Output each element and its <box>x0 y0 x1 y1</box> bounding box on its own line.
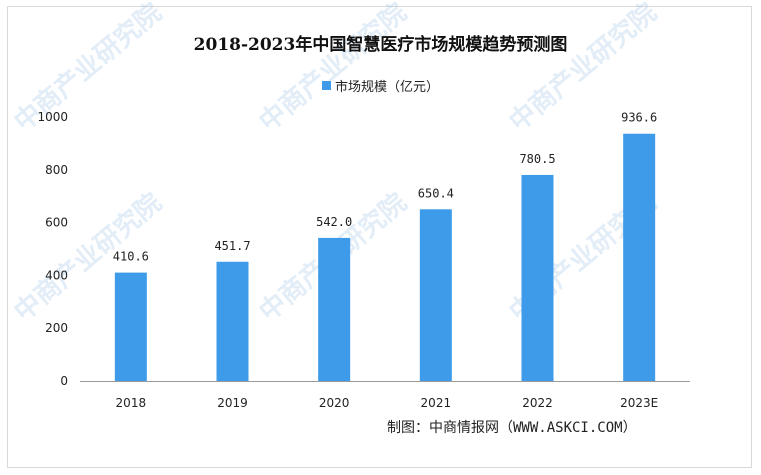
bar <box>114 272 147 381</box>
y-tick-label: 0 <box>60 374 68 388</box>
bar <box>521 174 554 381</box>
y-tick-label: 200 <box>45 321 68 335</box>
data-label: 451.7 <box>214 239 250 253</box>
bar <box>623 133 656 381</box>
x-tick-label: 2021 <box>421 396 452 410</box>
y-tick-label: 800 <box>45 163 68 177</box>
legend-label: 市场规模（亿元） <box>334 80 439 95</box>
y-tick-label: 400 <box>45 268 68 282</box>
chart-legend: 市场规模（亿元） <box>0 76 761 95</box>
bar <box>318 237 351 381</box>
bar <box>419 209 452 381</box>
data-labels: 410.6 451.7 542.0 650.4 780.5 936.6 <box>113 111 657 264</box>
data-label: 410.6 <box>113 250 149 264</box>
data-label: 650.4 <box>418 186 454 200</box>
x-tick-label: 2020 <box>319 396 350 410</box>
x-tick-label: 2019 <box>217 396 248 410</box>
bar <box>216 261 249 381</box>
x-axis: 2018 2019 2020 2021 2022 2023E <box>116 396 659 410</box>
y-tick-label: 600 <box>45 216 68 230</box>
x-tick-label: 2022 <box>522 396 553 410</box>
data-label: 542.0 <box>316 215 352 229</box>
source-note: 制图：中商情报网（WWW.ASKCI.COM） <box>387 420 637 436</box>
x-tick-label: 2023E <box>620 396 658 410</box>
y-tick-label: 1000 <box>37 110 68 124</box>
legend-swatch <box>321 81 331 90</box>
data-label: 780.5 <box>519 152 555 166</box>
chart-title: 2018-2023年中国智慧医疗市场规模趋势预测图 <box>193 35 568 55</box>
data-label: 936.6 <box>621 111 657 125</box>
bar-series <box>114 133 656 381</box>
x-tick-label: 2018 <box>116 396 147 410</box>
y-axis: 0 200 400 600 800 1000 <box>37 110 68 388</box>
